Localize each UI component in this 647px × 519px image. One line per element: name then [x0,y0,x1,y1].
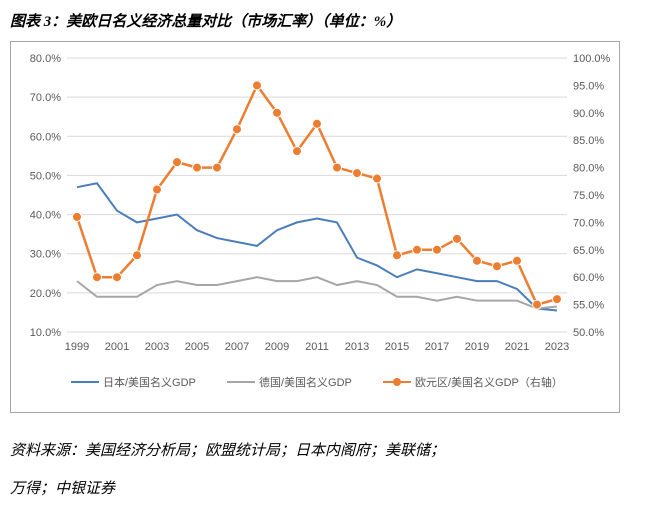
svg-text:75.0%: 75.0% [573,190,604,202]
svg-text:90.0%: 90.0% [573,108,604,120]
source-line-2: 万得；中银证券 [10,481,115,497]
svg-text:95.0%: 95.0% [573,80,604,92]
svg-text:2009: 2009 [265,341,289,353]
svg-text:2023: 2023 [545,341,569,353]
svg-text:日本/美国名义GDP: 日本/美国名义GDP [103,375,196,389]
svg-text:2001: 2001 [105,341,129,353]
chart-svg: 10.0% 20.0% 30.0% 40.0% 50.0% 60.0% 70.0% 80.0%… [11,42,619,412]
svg-text:1999: 1999 [65,341,89,353]
source-line-1: 资料来源：美国经济分析局；欧盟统计局；日本内阁府；美联储； [10,443,445,459]
svg-text:60.0%: 60.0% [573,272,604,284]
svg-text:2003: 2003 [145,341,169,353]
svg-text:65.0%: 65.0% [573,245,604,257]
svg-text:2021: 2021 [505,341,529,353]
svg-text:70.0%: 70.0% [30,92,61,104]
svg-text:2005: 2005 [185,341,209,353]
svg-text:2007: 2007 [225,341,249,353]
svg-text:100.0%: 100.0% [573,53,611,65]
svg-text:德国/美国名义GDP: 德国/美国名义GDP [259,375,352,389]
svg-text:60.0%: 60.0% [30,131,61,143]
svg-text:50.0%: 50.0% [573,327,604,339]
svg-text:欧元区/美国名义GDP（右轴）: 欧元区/美国名义GDP（右轴） [415,375,563,389]
svg-text:2013: 2013 [345,341,369,353]
source-text: 资料来源：美国经济分析局；欧盟统计局；日本内阁府；美联储； 万得；中银证券 [10,433,637,508]
svg-text:85.0%: 85.0% [573,135,604,147]
svg-text:20.0%: 20.0% [30,288,61,300]
svg-text:2017: 2017 [425,341,449,353]
svg-text:55.0%: 55.0% [573,300,604,312]
svg-text:2015: 2015 [385,341,409,353]
svg-text:2019: 2019 [465,341,489,353]
chart-container: 10.0% 20.0% 30.0% 40.0% 50.0% 60.0% 70.0% 80.0%… [10,41,620,413]
svg-text:40.0%: 40.0% [30,210,61,222]
svg-text:10.0%: 10.0% [30,327,61,339]
svg-text:80.0%: 80.0% [30,53,61,65]
svg-text:30.0%: 30.0% [30,249,61,261]
svg-text:70.0%: 70.0% [573,217,604,229]
svg-text:80.0%: 80.0% [573,163,604,175]
svg-text:2011: 2011 [305,341,329,353]
svg-text:50.0%: 50.0% [30,170,61,182]
chart-title: 图表 3：美欧日名义经济总量对比（市场汇率）（单位：%） [10,10,637,31]
